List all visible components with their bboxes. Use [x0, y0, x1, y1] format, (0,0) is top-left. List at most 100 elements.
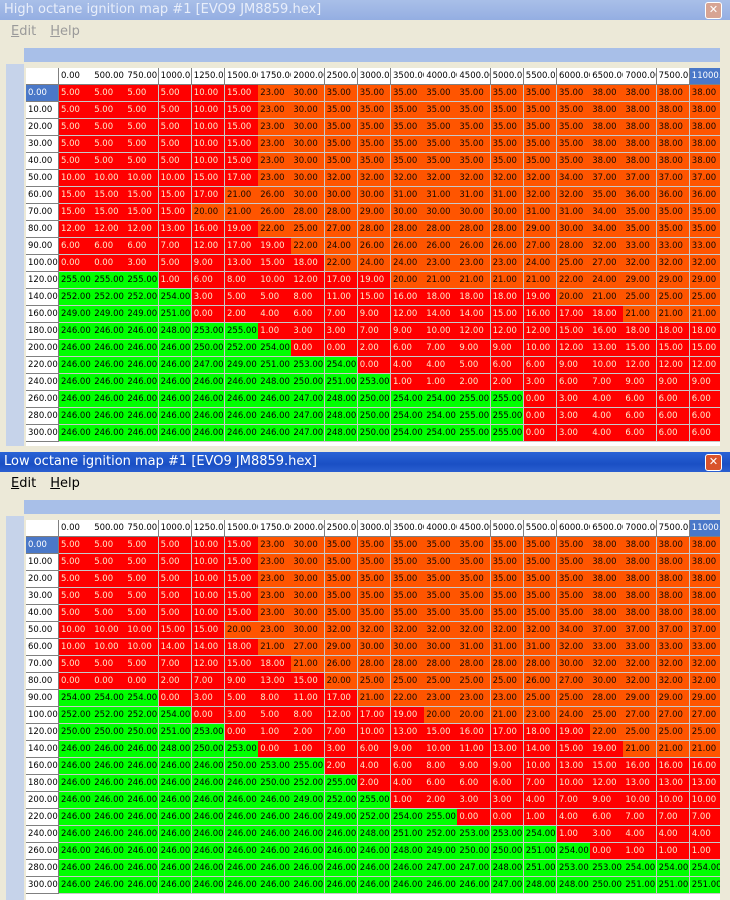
- table-cell[interactable]: 29.00: [523, 221, 558, 238]
- table-cell[interactable]: 4.00: [590, 408, 624, 425]
- table-cell[interactable]: 24.00: [523, 255, 558, 272]
- table-cell[interactable]: 246.00: [125, 877, 160, 894]
- table-cell[interactable]: 38.00: [590, 102, 624, 119]
- column-header[interactable]: 5000.00: [490, 68, 525, 85]
- table-cell[interactable]: 2.00: [158, 673, 193, 690]
- table-cell[interactable]: 246.00: [225, 843, 259, 860]
- row-header[interactable]: 180.00: [26, 775, 59, 792]
- table-cell[interactable]: 0.00: [523, 391, 558, 408]
- table-cell[interactable]: 34.00: [557, 170, 591, 187]
- table-cell[interactable]: 35.00: [324, 588, 359, 605]
- table-cell[interactable]: 10.00: [557, 775, 591, 792]
- table-cell[interactable]: 15.00: [656, 340, 691, 357]
- table-cell[interactable]: 252.00: [225, 340, 259, 357]
- table-cell[interactable]: 38.00: [656, 571, 691, 588]
- table-cell[interactable]: 4.00: [689, 826, 720, 843]
- table-cell[interactable]: 3.00: [557, 391, 591, 408]
- table-cell[interactable]: 32.00: [523, 187, 558, 204]
- table-cell[interactable]: 12.00: [557, 340, 591, 357]
- table-cell[interactable]: 23.00: [258, 622, 292, 639]
- table-cell[interactable]: 9.00: [191, 255, 226, 272]
- table-cell[interactable]: 21.00: [689, 306, 720, 323]
- table-cell[interactable]: 247.00: [291, 425, 326, 442]
- row-header[interactable]: 80.00: [26, 673, 59, 690]
- table-cell[interactable]: 6.00: [623, 408, 658, 425]
- table-cell[interactable]: 35.00: [324, 85, 359, 102]
- table-cell[interactable]: 13.00: [158, 221, 193, 238]
- table-cell[interactable]: 251.00: [689, 877, 720, 894]
- table-cell[interactable]: 15.00: [225, 588, 259, 605]
- table-cell[interactable]: 251.00: [324, 374, 359, 391]
- table-cell[interactable]: 5.00: [125, 102, 160, 119]
- column-header[interactable]: 7500.00: [656, 520, 691, 537]
- table-cell[interactable]: 23.00: [258, 605, 292, 622]
- table-cell[interactable]: 38.00: [656, 136, 691, 153]
- table-cell[interactable]: 24.00: [324, 238, 359, 255]
- table-cell[interactable]: 5.00: [125, 119, 160, 136]
- table-cell[interactable]: 35.00: [490, 554, 525, 571]
- row-header[interactable]: 220.00: [26, 809, 59, 826]
- table-cell[interactable]: 35.00: [557, 153, 591, 170]
- table-cell[interactable]: 6.00: [689, 425, 720, 442]
- table-cell[interactable]: 254.00: [391, 391, 425, 408]
- table-cell[interactable]: 35.00: [324, 537, 359, 554]
- table-cell[interactable]: 251.00: [158, 724, 193, 741]
- table-cell[interactable]: 12.00: [291, 272, 326, 289]
- table-cell[interactable]: 15.00: [59, 187, 93, 204]
- table-cell[interactable]: 246.00: [158, 843, 193, 860]
- table-cell[interactable]: 26.00: [424, 238, 458, 255]
- table-cell[interactable]: 9.00: [656, 374, 691, 391]
- table-cell[interactable]: 29.00: [357, 204, 392, 221]
- table-cell[interactable]: 5.00: [59, 605, 93, 622]
- table-cell[interactable]: 246.00: [59, 809, 93, 826]
- table-cell[interactable]: 13.00: [557, 758, 591, 775]
- table-cell[interactable]: 29.00: [623, 272, 658, 289]
- table-cell[interactable]: 10.00: [357, 724, 392, 741]
- table-cell[interactable]: 255.00: [92, 272, 126, 289]
- table-cell[interactable]: 253.00: [291, 357, 326, 374]
- table-cell[interactable]: 38.00: [656, 153, 691, 170]
- table-cell[interactable]: 35.00: [391, 85, 425, 102]
- table-cell[interactable]: 25.00: [523, 690, 558, 707]
- table-cell[interactable]: 246.00: [191, 877, 226, 894]
- table-cell[interactable]: 29.00: [689, 690, 720, 707]
- table-cell[interactable]: 35.00: [457, 102, 492, 119]
- table-cell[interactable]: 35.00: [557, 571, 591, 588]
- table-cell[interactable]: 34.00: [590, 204, 624, 221]
- table-cell[interactable]: 2.00: [324, 758, 359, 775]
- table-cell[interactable]: 10.00: [191, 588, 226, 605]
- table-cell[interactable]: 6.00: [689, 391, 720, 408]
- table-cell[interactable]: 4.00: [590, 391, 624, 408]
- table-cell[interactable]: 32.00: [324, 170, 359, 187]
- table-cell[interactable]: 248.00: [324, 391, 359, 408]
- table-cell[interactable]: 255.00: [490, 425, 525, 442]
- column-header[interactable]: 1250.00: [191, 68, 226, 85]
- table-cell[interactable]: 37.00: [590, 622, 624, 639]
- table-cell[interactable]: 32.00: [324, 622, 359, 639]
- table-cell[interactable]: 33.00: [689, 238, 720, 255]
- table-cell[interactable]: 254.00: [258, 340, 292, 357]
- table-cell[interactable]: 246.00: [324, 860, 359, 877]
- table-cell[interactable]: 6.00: [557, 374, 591, 391]
- table-cell[interactable]: 4.00: [391, 775, 425, 792]
- table-cell[interactable]: 255.00: [225, 323, 259, 340]
- menu-item[interactable]: Edit: [11, 476, 37, 491]
- table-cell[interactable]: 17.00: [225, 170, 259, 187]
- table-cell[interactable]: 28.00: [457, 221, 492, 238]
- table-cell[interactable]: 246.00: [125, 323, 160, 340]
- column-header[interactable]: 7500.00: [656, 68, 691, 85]
- table-cell[interactable]: 16.00: [590, 323, 624, 340]
- table-cell[interactable]: 252.00: [59, 289, 93, 306]
- table-cell[interactable]: 21.00: [457, 272, 492, 289]
- table-cell[interactable]: 23.00: [258, 571, 292, 588]
- table-cell[interactable]: 35.00: [490, 588, 525, 605]
- table-cell[interactable]: 3.00: [225, 707, 259, 724]
- table-cell[interactable]: 246.00: [59, 792, 93, 809]
- table-cell[interactable]: 37.00: [656, 170, 691, 187]
- table-cell[interactable]: 27.00: [590, 255, 624, 272]
- table-cell[interactable]: 35.00: [490, 571, 525, 588]
- table-cell[interactable]: 17.00: [225, 238, 259, 255]
- table-cell[interactable]: 2.00: [225, 306, 259, 323]
- table-cell[interactable]: 14.00: [158, 639, 193, 656]
- table-cell[interactable]: 5.00: [258, 707, 292, 724]
